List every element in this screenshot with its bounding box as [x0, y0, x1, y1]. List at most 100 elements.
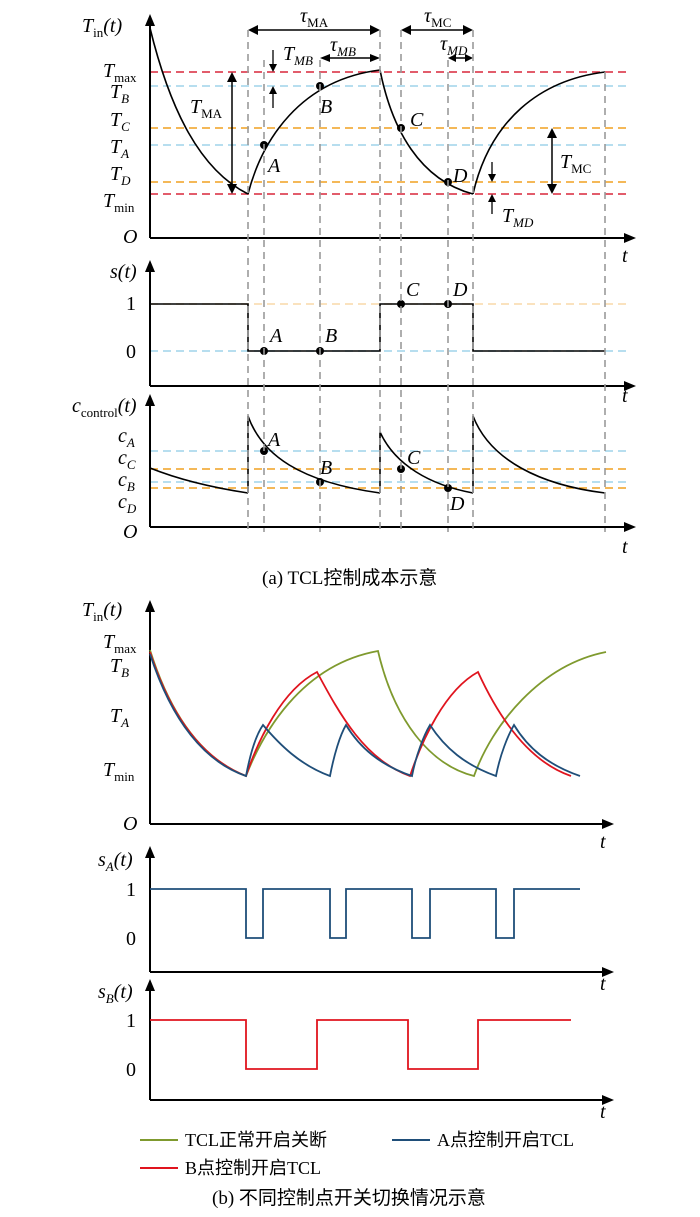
panel-a-switch: s(t) 1 0 t A B C D — [110, 260, 636, 407]
c-point-d-label: D — [449, 493, 465, 515]
y-label-a2: s(t) — [110, 261, 137, 283]
point-a-label: A — [266, 155, 281, 177]
y-arrow-b3 — [145, 979, 155, 991]
x-label-a3: t — [622, 536, 628, 558]
level-tb: TB — [110, 81, 129, 106]
tau-md-label: τMD — [440, 33, 468, 58]
panel-b-temperature: Tin(t) Tmax TB TA Tmin O t — [82, 599, 614, 853]
tmc-arrowhead-down — [547, 184, 557, 194]
y-arrow-a2 — [145, 260, 155, 272]
tmb-arrowhead-top — [269, 64, 277, 72]
sb-curve — [150, 1019, 571, 1070]
s-tick-1: 1 — [126, 293, 136, 315]
tau-mc-left — [401, 25, 411, 35]
legend-label-red: B点控制开启TCL — [185, 1158, 321, 1178]
point-b-label: B — [320, 96, 332, 118]
x-arrow-b2 — [602, 967, 614, 977]
tma-arrowhead-down — [227, 184, 237, 194]
sa-tick-1: 1 — [126, 879, 136, 901]
legend: TCL正常开启关断 A点控制开启TCL B点控制开启TCL — [140, 1130, 574, 1178]
y-label-b3: sB(t) — [98, 981, 133, 1006]
level-td: TD — [110, 163, 131, 188]
level-ca: cA — [118, 425, 135, 450]
tmd-arrowhead-top — [488, 174, 496, 182]
panel-a-temperature: Tin(t) Tmax TB TC TA TD Tmin O t A B C D… — [82, 5, 636, 267]
tmb-arrowhead-bottom — [269, 86, 277, 94]
c-point-a-label: A — [266, 429, 281, 451]
tmd-arrowhead-bottom — [488, 194, 496, 202]
tmb-label: TMB — [283, 43, 313, 68]
caption-b: (b) 不同控制点开关切换情况示意 — [212, 1187, 486, 1209]
panel-b-sa: sA(t) 1 0 t — [98, 846, 614, 995]
s-point-c-label: C — [406, 279, 420, 301]
level-b-tmin: Tmin — [103, 759, 135, 784]
sb-tick-1: 1 — [126, 1010, 136, 1032]
tau-ma-label: τMA — [300, 5, 329, 30]
level-tc: TC — [110, 109, 130, 134]
sa-curve — [150, 888, 580, 939]
x-arrow-b1 — [602, 819, 614, 829]
tau-md-left — [448, 54, 456, 62]
x-label-b1: t — [600, 831, 606, 853]
point-c-label: C — [410, 109, 424, 131]
x-arrow-a3 — [624, 522, 636, 532]
y-label-a1: Tin(t) — [82, 15, 122, 40]
origin-a3: O — [123, 521, 137, 543]
c-point-d — [444, 484, 452, 492]
level-cc: cC — [118, 447, 136, 472]
y-label-b2: sA(t) — [98, 849, 133, 874]
tmd-label: TMD — [502, 205, 534, 230]
point-d-label: D — [452, 165, 468, 187]
origin-b1: O — [123, 813, 137, 835]
level-b-tb: TB — [110, 655, 129, 680]
tau-mc-right — [463, 25, 473, 35]
level-tmin: Tmin — [103, 190, 135, 215]
level-cb: cB — [118, 469, 135, 494]
y-label-b1: Tin(t) — [82, 599, 122, 624]
origin-a1: O — [123, 226, 137, 248]
panel-b-sb: sB(t) 1 0 t — [98, 979, 614, 1123]
tmc-arrowhead-up — [547, 128, 557, 138]
x-label-b2: t — [600, 973, 606, 995]
tau-mb-left — [320, 54, 330, 62]
y-label-a3: ccontrol(t) — [72, 395, 137, 420]
y-arrow-a3 — [145, 394, 155, 406]
legend-label-green: TCL正常开启关断 — [185, 1130, 327, 1150]
tau-mc-label: τMC — [424, 5, 451, 30]
tmc-label: TMC — [560, 151, 591, 176]
caption-a: (a) TCL控制成本示意 — [262, 567, 437, 589]
blue-curve — [149, 653, 581, 778]
tin-curve-a — [149, 27, 606, 195]
tma-arrowhead-up — [227, 72, 237, 82]
level-b-tmax: Tmax — [103, 631, 137, 656]
y-arrow-b1 — [145, 600, 155, 612]
panel-a-guides — [247, 30, 606, 532]
tma-label: TMA — [190, 96, 223, 121]
level-ta: TA — [110, 136, 129, 161]
s-point-a-label: A — [268, 325, 283, 347]
level-tmax: Tmax — [103, 60, 137, 85]
s-curve-a — [150, 303, 605, 352]
s-tick-0: 0 — [126, 341, 136, 363]
c-point-c-label: C — [407, 447, 421, 469]
s-point-d-label: D — [452, 279, 468, 301]
s-point-b-label: B — [325, 325, 337, 347]
sa-tick-0: 0 — [126, 928, 136, 950]
tau-ma-left — [248, 25, 258, 35]
level-b-ta: TA — [110, 705, 129, 730]
y-arrow-a1 — [145, 14, 155, 26]
x-arrow-a2 — [624, 381, 636, 391]
tau-mb-label: τMB — [330, 34, 356, 59]
tau-md-right — [465, 54, 473, 62]
level-cd: cD — [118, 491, 137, 516]
legend-label-blue: A点控制开启TCL — [437, 1130, 574, 1150]
x-label-a2: t — [622, 385, 628, 407]
sb-tick-0: 0 — [126, 1059, 136, 1081]
x-arrow-a1 — [624, 233, 636, 243]
panel-a-cost: ccontrol(t) cA cC cB cD O t A B C D — [72, 394, 636, 558]
x-arrow-b3 — [602, 1095, 614, 1105]
c-point-b-label: B — [320, 457, 332, 479]
x-label-b3: t — [600, 1101, 606, 1123]
tau-mb-right — [370, 54, 380, 62]
